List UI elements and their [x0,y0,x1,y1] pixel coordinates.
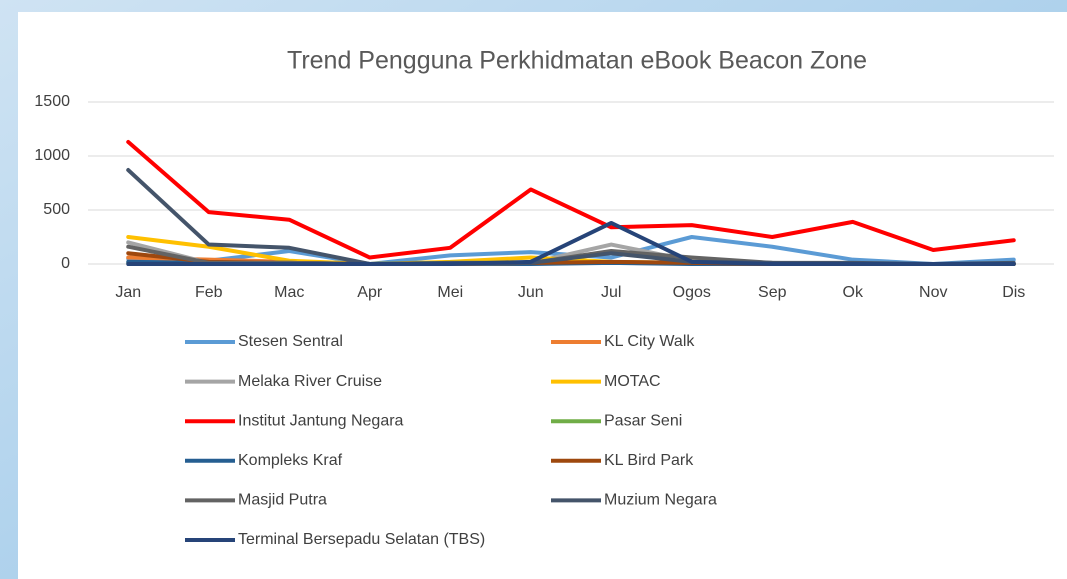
x-tick-label: Nov [919,284,947,301]
x-tick-label: Ogos [673,284,711,301]
x-tick-label: Apr [357,284,383,301]
y-tick-label: 1500 [34,93,70,110]
x-tick-label: Mei [437,284,463,301]
legend-label: Stesen Sentral [238,333,343,350]
x-tick-label: Feb [195,284,223,301]
x-tick-label: Ok [843,284,864,301]
legend-label: MOTAC [604,373,661,390]
x-tick-label: Sep [758,284,787,301]
x-tick-label: Jun [518,284,544,301]
legend-label: Institut Jantung Negara [238,412,404,429]
series-line [126,139,1016,260]
legend-label: Kompleks Kraf [238,452,343,469]
x-tick-label: Jan [115,284,141,301]
x-tick-label: Mac [274,284,304,301]
y-tick-label: 500 [43,201,70,218]
legend-label: Melaka River Cruise [238,373,382,390]
legend-label: KL City Walk [604,333,695,350]
series-line [126,220,1016,266]
legend-label: KL Bird Park [604,452,694,469]
chart-area [18,12,1067,579]
legend-label: Pasar Seni [604,412,682,429]
x-tick-label: Dis [1002,284,1025,301]
legend-label: Masjid Putra [238,492,327,509]
legend-label: Terminal Bersepadu Selatan (TBS) [238,531,485,548]
y-tick-label: 0 [61,255,70,272]
x-tick-label: Jul [601,284,621,301]
y-tick-label: 1000 [34,147,70,164]
chart-title: Trend Pengguna Perkhidmatan eBook Beacon… [287,47,867,75]
legend-label: Muzium Negara [604,492,717,509]
